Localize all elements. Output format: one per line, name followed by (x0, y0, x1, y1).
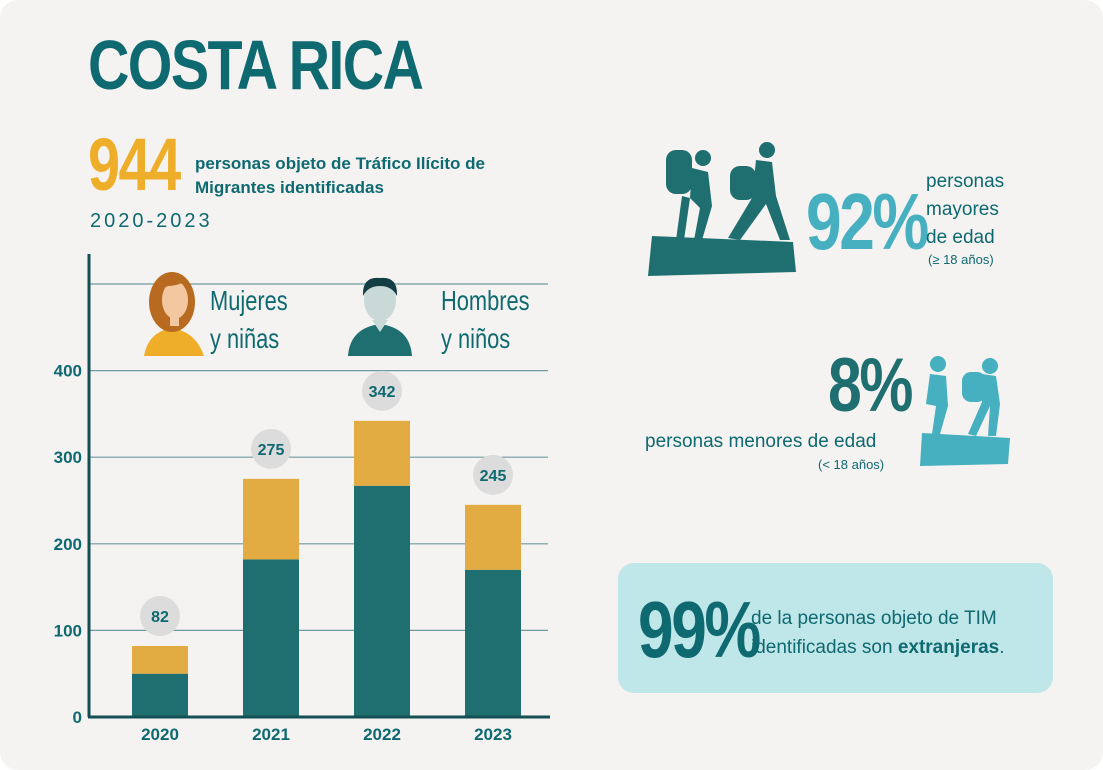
foreign-bold: extranjeras (898, 637, 999, 658)
y-tick-label: 100 (54, 621, 82, 640)
adults-note: (≥ 18 años) (928, 252, 994, 267)
bar-mujeres-2023 (465, 505, 521, 570)
y-tick-label: 300 (54, 448, 82, 467)
bar-hombres-2023 (465, 570, 521, 717)
minors-percent: 8% (828, 348, 911, 424)
y-tick-label: 400 (54, 362, 82, 381)
bar-hombres-2020 (132, 674, 188, 717)
man-icon (348, 278, 412, 356)
adults-line2: mayores (926, 196, 999, 224)
bar-hombres-2021 (243, 559, 299, 717)
y-tick-label: 0 (73, 708, 82, 727)
foreign-text: de la personas objeto de TIM identificad… (751, 604, 1051, 662)
total-label: 245 (480, 468, 507, 485)
foreign-text-line1: de la personas objeto de TIM (751, 608, 997, 629)
x-tick-label: 2021 (252, 725, 290, 744)
foreign-text-line2: identificadas son (751, 637, 893, 658)
adults-percent: 92% (806, 182, 927, 262)
legend-men-label: Hombres y niños (441, 282, 535, 358)
bar-hombres-2022 (354, 486, 410, 717)
bar-mujeres-2020 (132, 646, 188, 674)
x-tick-label: 2022 (363, 725, 401, 744)
total-label: 82 (151, 609, 169, 626)
minors-note: (< 18 años) (818, 457, 884, 472)
adults-line3: de edad (926, 224, 995, 252)
foreign-end: . (999, 637, 1004, 658)
bar-mujeres-2022 (354, 421, 410, 486)
minors-text: personas menores de edad (645, 428, 876, 456)
x-tick-label: 2020 (141, 725, 179, 744)
adults-line1: personas (926, 168, 1004, 196)
foreign-percent: 99% (638, 590, 759, 670)
x-tick-label: 2023 (474, 725, 512, 744)
total-label: 342 (369, 384, 396, 401)
bar-mujeres-2021 (243, 479, 299, 560)
legend-women-label: Mujeres y niñas (210, 282, 304, 358)
y-tick-label: 200 (54, 535, 82, 554)
total-label: 275 (258, 442, 285, 459)
